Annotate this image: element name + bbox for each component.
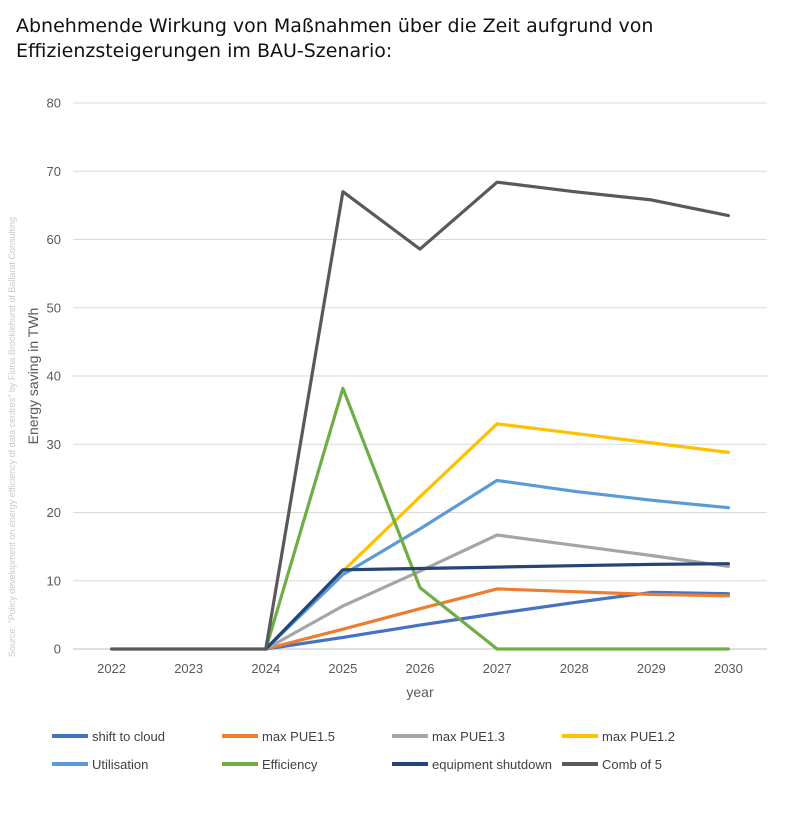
legend-label: max PUE1.2 bbox=[602, 728, 675, 744]
x-tick-label: 2022 bbox=[97, 661, 126, 676]
x-tick-label: 2025 bbox=[328, 661, 357, 676]
y-tick-label: 80 bbox=[47, 96, 61, 111]
x-tick-label: 2024 bbox=[251, 661, 280, 676]
legend-swatch bbox=[392, 762, 428, 766]
y-tick-label: 20 bbox=[47, 505, 61, 520]
x-tick-label: 2027 bbox=[483, 661, 512, 676]
y-axis-title: Energy saving in TWh bbox=[25, 308, 41, 445]
y-tick-label: 0 bbox=[54, 642, 61, 657]
legend-item-max-pue1-3: max PUE1.3 bbox=[392, 727, 562, 745]
legend-label: equipment shutdown bbox=[432, 756, 552, 772]
x-tick-label: 2023 bbox=[174, 661, 203, 676]
x-tick-label: 2028 bbox=[560, 661, 589, 676]
y-tick-label: 70 bbox=[47, 164, 61, 179]
y-tick-label: 10 bbox=[47, 573, 61, 588]
series-line-shift-to-cloud bbox=[264, 590, 731, 651]
x-tick-label: 2026 bbox=[406, 661, 435, 676]
legend-swatch bbox=[222, 762, 258, 766]
page-title: Abnehmende Wirkung von Maßnahmen über di… bbox=[16, 15, 654, 62]
legend-swatch bbox=[392, 734, 428, 738]
legend-item-shift-to-cloud: shift to cloud bbox=[52, 727, 222, 745]
series-line-equipment-shutdown bbox=[264, 562, 731, 651]
series-line-efficiency bbox=[264, 386, 731, 651]
legend-label: shift to cloud bbox=[92, 728, 165, 744]
legend-item-efficiency: Efficiency bbox=[222, 755, 392, 773]
y-tick-label: 40 bbox=[47, 369, 61, 384]
legend-label: max PUE1.3 bbox=[432, 728, 505, 744]
y-tick-label: 60 bbox=[47, 232, 61, 247]
legend-swatch bbox=[52, 734, 88, 738]
series-line-utilisation bbox=[264, 478, 731, 651]
x-tick-label: 2029 bbox=[637, 661, 666, 676]
legend-label: max PUE1.5 bbox=[262, 728, 335, 744]
legend-item-max-pue1-2: max PUE1.2 bbox=[562, 727, 732, 745]
series-line-max-pue1-5 bbox=[264, 587, 731, 651]
legend-swatch bbox=[222, 734, 258, 738]
chart-legend: shift to cloud max PUE1.5 max PUE1.3 max PU… bbox=[52, 727, 772, 773]
x-axis-title: year bbox=[406, 684, 434, 700]
legend-swatch bbox=[562, 734, 598, 738]
legend-item-comb-of-5: Comb of 5 bbox=[562, 755, 732, 773]
series-lines bbox=[109, 180, 731, 651]
legend-swatch bbox=[562, 762, 598, 766]
legend-label: Utilisation bbox=[92, 756, 149, 772]
x-tick-label: 2030 bbox=[714, 661, 743, 676]
legend-item-utilisation: Utilisation bbox=[52, 755, 222, 773]
series-line-max-pue1-3 bbox=[264, 533, 731, 651]
legend-item-max-pue1-5: max PUE1.5 bbox=[222, 727, 392, 745]
series-line-comb-of-5 bbox=[109, 180, 731, 651]
legend-item-equipment-shutdown: equipment shutdown bbox=[392, 755, 562, 773]
legend-label: Efficiency bbox=[262, 756, 318, 772]
legend-swatch bbox=[52, 762, 88, 766]
y-tick-label: 50 bbox=[47, 300, 61, 315]
legend-label: Comb of 5 bbox=[602, 756, 662, 772]
y-tick-label: 30 bbox=[47, 437, 61, 452]
